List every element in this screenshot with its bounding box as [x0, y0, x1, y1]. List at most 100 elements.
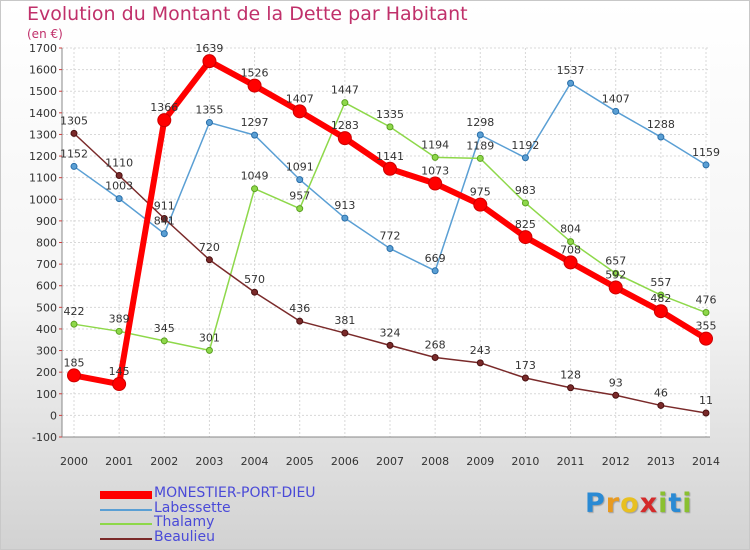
data-label: 911	[154, 200, 175, 213]
logo-letter: P	[585, 488, 606, 519]
data-label: 1537	[557, 64, 585, 77]
data-label: 185	[64, 356, 85, 369]
data-point	[612, 391, 620, 399]
data-label: 1366	[150, 101, 178, 114]
logo-letter: t	[668, 488, 683, 519]
data-point	[612, 107, 620, 115]
y-tick-label: 1400	[29, 107, 57, 120]
data-point	[431, 353, 439, 361]
data-point	[115, 327, 123, 335]
data-label: 804	[560, 223, 581, 236]
legend-label: Labessette	[154, 500, 231, 516]
data-label: 720	[199, 241, 220, 254]
data-point	[337, 131, 352, 146]
logo-letter: i	[658, 488, 669, 519]
y-tick-label: 1200	[29, 150, 57, 163]
data-label: 1355	[195, 104, 223, 117]
data-point	[115, 172, 123, 180]
data-point	[386, 245, 394, 253]
data-point	[247, 78, 262, 93]
data-point	[612, 269, 620, 277]
data-point	[202, 54, 217, 69]
data-label: 1305	[60, 114, 88, 127]
x-tick-label: 2001	[105, 455, 133, 468]
x-tick-label: 2003	[195, 455, 223, 468]
data-point	[292, 104, 307, 119]
data-label: 1049	[241, 170, 269, 183]
data-point	[205, 119, 213, 127]
data-label: 1110	[105, 157, 133, 170]
data-point	[251, 131, 259, 139]
data-label: 324	[380, 326, 401, 339]
data-point	[518, 230, 533, 245]
data-point	[160, 215, 168, 223]
legend-swatch	[100, 538, 152, 540]
x-tick-label: 2000	[60, 455, 88, 468]
data-label: 772	[380, 230, 401, 243]
chart-unit: (en €)	[27, 27, 63, 41]
data-label: 1189	[466, 139, 494, 152]
data-point	[115, 195, 123, 203]
data-point	[476, 154, 484, 162]
y-tick-label: -100	[32, 431, 57, 444]
data-point	[567, 79, 575, 87]
data-point	[383, 161, 397, 176]
data-point	[431, 153, 439, 161]
data-label: 1447	[331, 84, 359, 97]
logo-letter: x	[639, 488, 659, 519]
y-tick-label: 1500	[29, 85, 57, 98]
data-point	[608, 280, 623, 295]
data-point	[521, 154, 529, 162]
y-tick-label: 100	[36, 388, 57, 401]
data-label: 46	[654, 386, 668, 399]
data-label: 1091	[286, 161, 314, 174]
x-tick-label: 2002	[150, 455, 178, 468]
data-point	[563, 255, 578, 270]
data-point	[386, 123, 394, 131]
data-label: 1335	[376, 108, 404, 121]
logo-letter: o	[620, 488, 640, 519]
data-point	[341, 329, 349, 337]
data-label: 1192	[511, 139, 539, 152]
data-label: 355	[696, 320, 717, 333]
data-point	[657, 401, 665, 409]
data-point	[251, 288, 259, 296]
data-label: 93	[609, 376, 623, 389]
y-tick-label: 0	[50, 409, 57, 422]
data-point	[160, 337, 168, 345]
data-label: 389	[109, 312, 130, 325]
data-label: 841	[154, 215, 175, 228]
x-tick-label: 2006	[331, 455, 359, 468]
data-label: 301	[199, 331, 220, 344]
y-tick-label: 1100	[29, 172, 57, 185]
data-label: 1298	[466, 116, 494, 129]
y-tick-label: 700	[36, 258, 57, 271]
y-tick-label: 900	[36, 215, 57, 228]
data-point	[67, 368, 81, 383]
data-point	[341, 99, 349, 107]
data-point	[251, 185, 259, 193]
data-point	[157, 113, 172, 128]
data-point	[112, 377, 127, 392]
x-tick-label: 2013	[647, 455, 675, 468]
y-tick-label: 500	[36, 301, 57, 314]
data-label: 657	[605, 254, 626, 267]
y-tick-label: 200	[36, 366, 57, 379]
data-point	[702, 309, 710, 317]
data-label: 1003	[105, 180, 133, 193]
legend-label: Beaulieu	[154, 529, 215, 545]
data-label: 1283	[331, 119, 359, 132]
legend-swatch	[100, 523, 152, 525]
data-label: 1073	[421, 165, 449, 178]
data-label: 825	[515, 218, 536, 231]
data-label: 381	[334, 314, 355, 327]
data-point	[160, 230, 168, 238]
data-label: 913	[334, 199, 355, 212]
y-tick-label: 300	[36, 345, 57, 358]
x-tick-label: 2010	[511, 455, 539, 468]
data-point	[653, 304, 668, 319]
data-point	[702, 161, 710, 169]
data-label: 1297	[241, 116, 269, 129]
y-tick-label: 1000	[29, 193, 57, 206]
logo-letter: i	[682, 488, 693, 519]
